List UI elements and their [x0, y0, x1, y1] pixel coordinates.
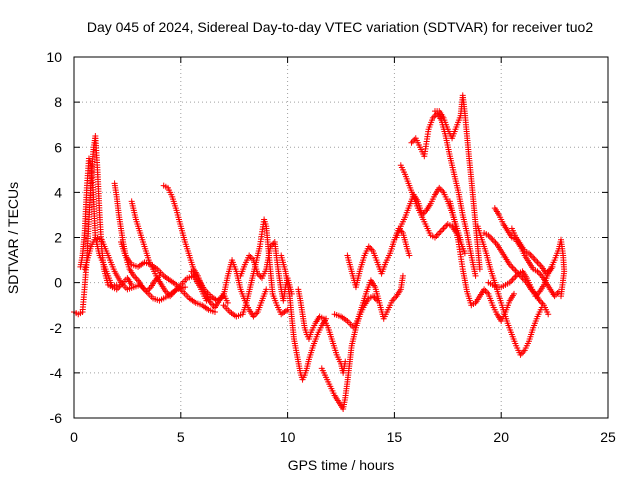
y-tick-label: 2 — [54, 230, 62, 246]
series-track-21 — [474, 223, 545, 358]
y-tick-label: -4 — [50, 365, 63, 381]
data-points — [71, 92, 568, 412]
series-track-25 — [485, 263, 556, 300]
x-tick-label: 5 — [177, 429, 185, 445]
series-track-11 — [278, 252, 330, 383]
data-point — [558, 293, 565, 300]
y-tick-label: 6 — [54, 139, 62, 155]
x-tick-label: 15 — [387, 429, 403, 445]
data-point — [511, 290, 518, 297]
data-point — [224, 299, 231, 306]
y-tick-label: 8 — [54, 94, 62, 110]
y-tick-label: 4 — [54, 184, 62, 200]
data-point — [476, 266, 483, 273]
x-tick-label: 25 — [600, 429, 616, 445]
series-track-14 — [331, 272, 406, 331]
x-tick-label: 20 — [493, 429, 509, 445]
data-point — [406, 252, 413, 259]
series-track-19 — [431, 92, 483, 273]
series-track-10 — [237, 239, 295, 304]
data-point — [399, 272, 406, 279]
y-axis-label: SDTVAR / TECUs — [5, 182, 21, 294]
series-track-13 — [318, 293, 381, 412]
y-tick-label: -2 — [50, 320, 63, 336]
data-point — [549, 263, 556, 270]
series-track-7 — [117, 239, 218, 315]
x-tick-label: 0 — [70, 429, 78, 445]
chart-title: Day 045 of 2024, Sidereal Day-to-day VTE… — [87, 19, 594, 35]
axis-ticks: 0 5 10 15 20 25 -6 -4 -2 0 2 4 6 8 10 — [46, 49, 616, 445]
y-tick-label: 10 — [46, 49, 62, 65]
series-track-8 — [188, 257, 270, 320]
x-tick-label: 10 — [280, 429, 296, 445]
data-point — [461, 250, 468, 257]
data-point — [263, 286, 270, 293]
series-track-24 — [508, 225, 568, 300]
data-point — [182, 284, 189, 291]
x-axis-label: GPS time / hours — [288, 457, 395, 473]
data-point — [545, 311, 552, 318]
series-track-12 — [295, 286, 349, 376]
y-tick-label: -6 — [50, 410, 63, 426]
y-tick-label: 0 — [54, 275, 62, 291]
series-track-2 — [77, 155, 135, 293]
data-point — [211, 308, 218, 315]
series-track-17 — [397, 162, 468, 257]
data-point — [472, 272, 479, 279]
